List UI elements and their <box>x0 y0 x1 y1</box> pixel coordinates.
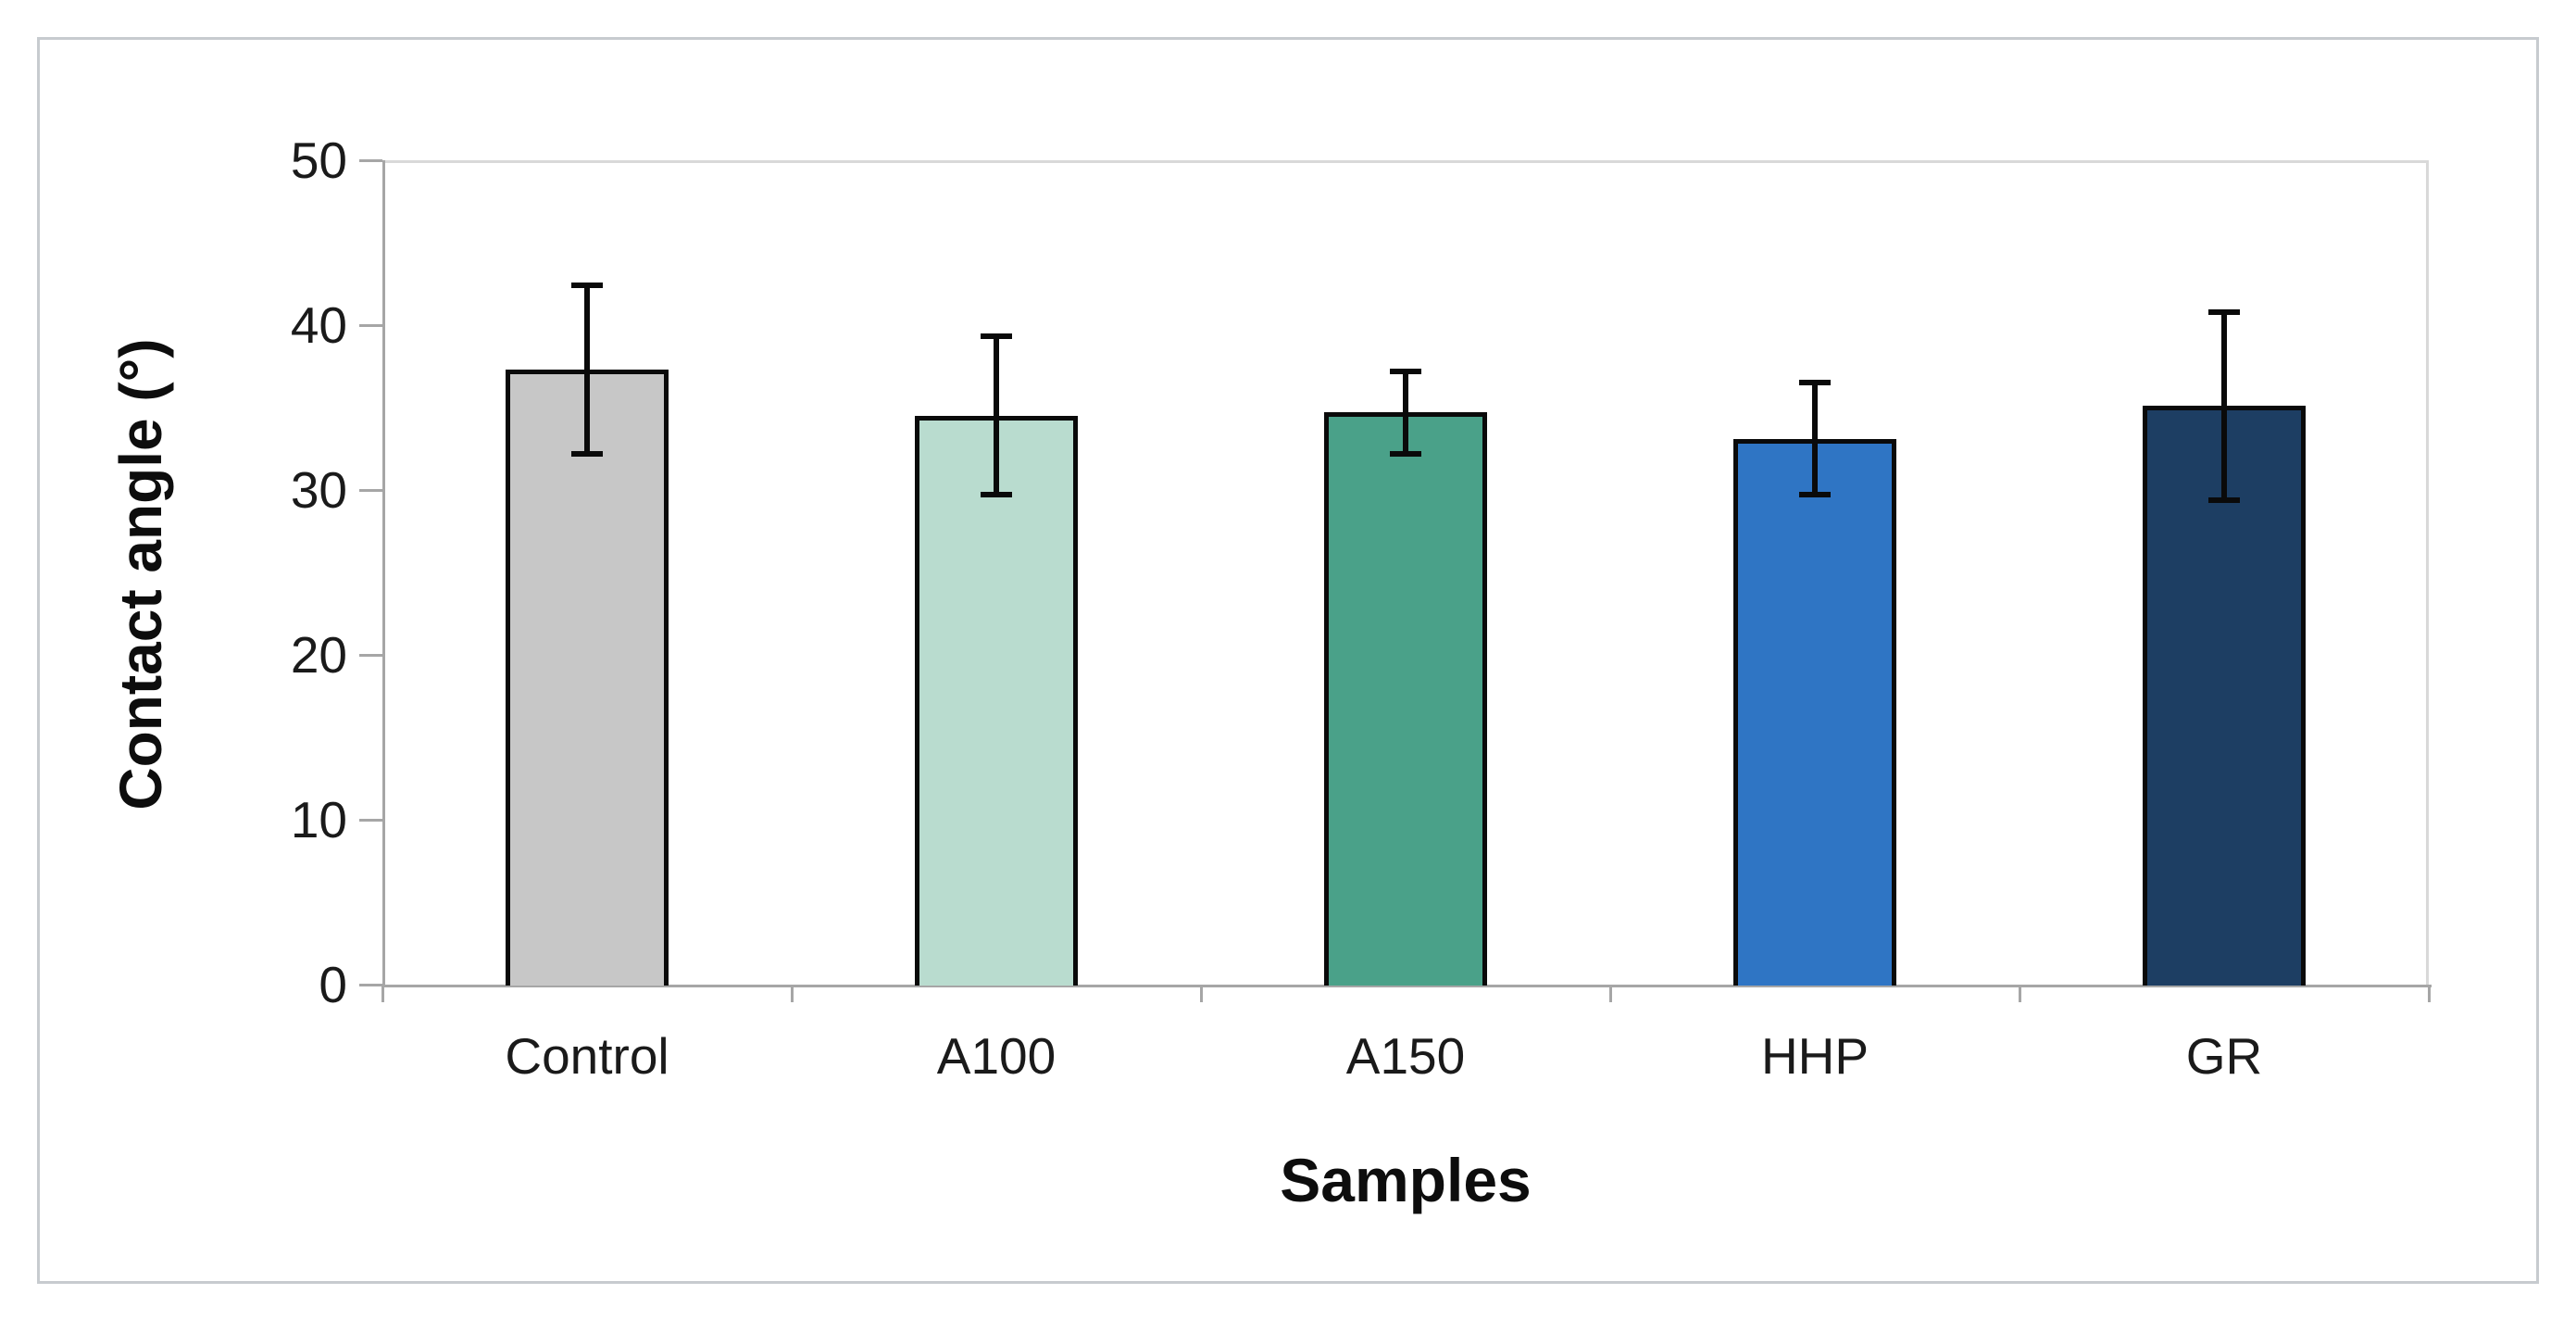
y-tick-label-20: 20 <box>290 626 347 684</box>
x-axis-title: Samples <box>1280 1146 1532 1214</box>
y-tick-50 <box>359 158 382 162</box>
x-tick-0 <box>381 985 384 1002</box>
y-tick-20 <box>359 653 382 657</box>
y-tick-label-50: 50 <box>290 132 347 189</box>
y-tick-0 <box>359 983 382 986</box>
x-tick-5 <box>2427 985 2431 1002</box>
x-tick-2 <box>1199 985 1203 1002</box>
figure-border <box>37 37 2539 1284</box>
error-cap-top-a150 <box>1390 368 1421 374</box>
error-bar-a150 <box>1403 371 1408 454</box>
error-cap-bottom-a100 <box>981 492 1012 498</box>
y-tick-10 <box>359 818 382 822</box>
bar-control <box>506 370 669 986</box>
bar-a100 <box>915 415 1078 986</box>
y-tick-label-40: 40 <box>290 296 347 354</box>
error-bar-a100 <box>994 336 999 496</box>
y-tick-label-0: 0 <box>319 956 347 1013</box>
bar-hhp <box>1733 438 1896 986</box>
x-label-hhp: HHP <box>1760 1027 1869 1085</box>
error-cap-top-a100 <box>981 333 1012 340</box>
error-cap-bottom-control <box>571 450 603 457</box>
error-cap-top-gr <box>2208 308 2240 315</box>
error-bar-control <box>584 285 590 454</box>
error-cap-top-control <box>571 283 603 289</box>
y-axis-line <box>382 160 385 985</box>
error-bar-hhp <box>1812 383 1818 496</box>
plot-area <box>382 160 2429 985</box>
x-label-gr: GR <box>2185 1027 2263 1085</box>
error-cap-bottom-a150 <box>1390 450 1421 457</box>
y-tick-label-10: 10 <box>290 791 347 848</box>
y-tick-40 <box>359 323 382 327</box>
x-label-a150: A150 <box>1345 1027 1466 1085</box>
error-cap-bottom-hhp <box>1799 492 1831 498</box>
error-bar-gr <box>2221 311 2227 500</box>
y-tick-30 <box>359 488 382 492</box>
error-cap-bottom-gr <box>2208 496 2240 503</box>
y-tick-label-30: 30 <box>290 461 347 519</box>
x-tick-4 <box>2018 985 2021 1002</box>
x-label-a100: A100 <box>936 1027 1057 1085</box>
x-tick-1 <box>790 985 794 1002</box>
bar-a150 <box>1324 412 1487 986</box>
x-axis-line <box>382 985 2432 987</box>
y-axis-title: Contact angle (°) <box>107 338 174 810</box>
x-label-control: Control <box>505 1027 669 1085</box>
error-cap-top-hhp <box>1799 380 1831 386</box>
x-tick-3 <box>1608 985 1612 1002</box>
